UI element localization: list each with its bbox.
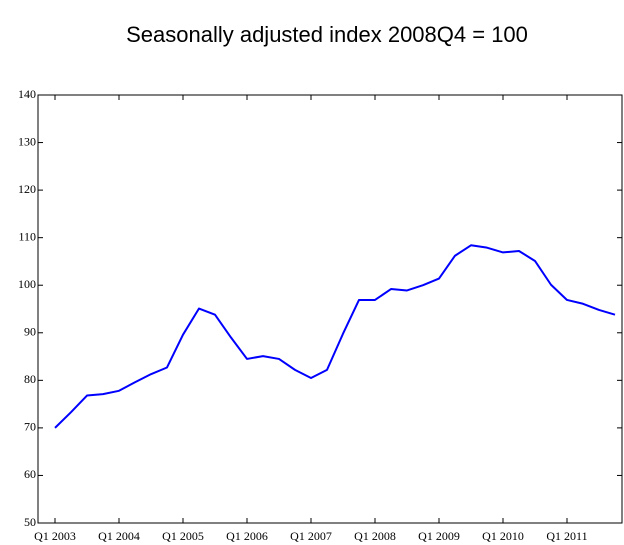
y-tick-label: 90 xyxy=(24,325,36,339)
x-tick-label: Q1 2006 xyxy=(226,529,268,543)
data-line xyxy=(54,244,616,429)
y-tick-label: 50 xyxy=(24,515,36,529)
chart-title: Seasonally adjusted index 2008Q4 = 100 xyxy=(126,22,528,47)
y-tick-label: 120 xyxy=(18,182,36,196)
y-tick-label: 60 xyxy=(24,467,36,481)
y-tick-label: 80 xyxy=(24,372,36,386)
plot-frame xyxy=(37,94,623,524)
y-tick-label: 140 xyxy=(18,87,36,101)
y-tick-label: 70 xyxy=(24,420,36,434)
x-tick-label: Q1 2005 xyxy=(162,529,204,543)
y-tick-label: 100 xyxy=(18,277,36,291)
x-tick-label: Q1 2007 xyxy=(290,529,332,543)
x-tick-label: Q1 2009 xyxy=(418,529,460,543)
x-tick-label: Q1 2008 xyxy=(354,529,396,543)
y-tick-label: 110 xyxy=(18,229,36,243)
x-tick-label: Q1 2010 xyxy=(482,529,524,543)
x-tick-label: Q1 2004 xyxy=(98,529,140,543)
y-tick-label: 130 xyxy=(18,134,36,148)
x-tick-label: Q1 2003 xyxy=(34,529,76,543)
x-tick-label: Q1 2011 xyxy=(546,529,587,543)
